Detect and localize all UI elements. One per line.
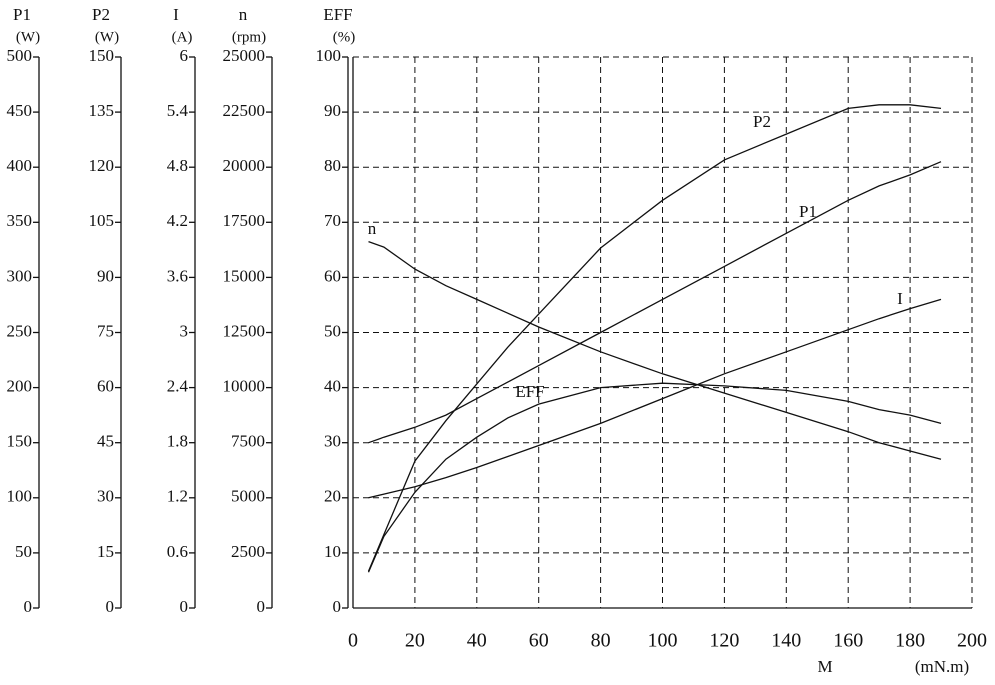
- y-tick-label: 20: [324, 487, 341, 506]
- y-tick-label: 40: [324, 377, 341, 396]
- y-tick-label: 15000: [223, 266, 266, 285]
- y-tick-label: 50: [324, 321, 341, 340]
- y-tick-label: 5.4: [167, 101, 189, 120]
- curve-label: I: [897, 289, 903, 308]
- y-tick-label: 22500: [223, 101, 266, 120]
- axis-title: P1: [13, 5, 31, 24]
- axis-unit: (rpm): [232, 29, 266, 45]
- axis-title: I: [173, 5, 179, 24]
- x-tick-label: 60: [529, 630, 549, 652]
- y-tick-label: 60: [324, 266, 341, 285]
- x-tick-label: 120: [709, 630, 739, 652]
- y-tick-label: 0: [24, 597, 33, 616]
- y-tick-label: 1.8: [167, 432, 188, 451]
- y-tick-label: 10000: [223, 377, 266, 396]
- curve-label: P2: [753, 112, 771, 131]
- axis-title: P2: [92, 5, 110, 24]
- x-axis-unit: (mN.m): [915, 657, 969, 676]
- axis-title: n: [239, 5, 248, 24]
- curve: [367, 382, 942, 573]
- y-tick-label: 135: [89, 101, 115, 120]
- y-tick-label: 0: [333, 597, 342, 616]
- y-tick-label: 60: [97, 377, 114, 396]
- axis-unit: (W): [95, 29, 119, 45]
- y-tick-label: 350: [7, 211, 33, 230]
- y-tick-label: 100: [7, 487, 33, 506]
- y-tick-label: 80: [324, 156, 341, 175]
- x-tick-label: 0: [348, 630, 358, 652]
- y-tick-label: 100: [316, 46, 342, 65]
- x-tick-label: 80: [591, 630, 611, 652]
- y-tick-label: 10: [324, 542, 341, 561]
- axis-unit: (A): [172, 29, 193, 45]
- x-tick-label: 40: [467, 630, 487, 652]
- y-tick-label: 90: [324, 101, 341, 120]
- y-tick-label: 450: [7, 101, 33, 120]
- y-tick-label: 150: [7, 432, 33, 451]
- y-tick-label: 70: [324, 211, 341, 230]
- y-tick-label: 0: [106, 597, 115, 616]
- x-tick-label: 100: [648, 630, 678, 652]
- y-tick-label: 400: [7, 156, 33, 175]
- y-tick-label: 4.8: [167, 156, 188, 175]
- curve: [368, 298, 942, 499]
- y-tick-label: 75: [97, 321, 114, 340]
- y-tick-label: 0.6: [167, 542, 188, 561]
- y-tick-label: 150: [89, 46, 115, 65]
- curve-label: EFF: [515, 382, 544, 401]
- x-tick-label: 200: [957, 630, 987, 652]
- y-tick-label: 0: [180, 597, 189, 616]
- x-axis-label: M: [817, 657, 832, 676]
- y-tick-label: 300: [7, 266, 33, 285]
- curve-label: P1: [799, 202, 817, 221]
- y-tick-label: 5000: [231, 487, 265, 506]
- y-tick-label: 25000: [223, 46, 266, 65]
- axis-unit: (%): [333, 29, 356, 45]
- axis-unit: (W): [16, 29, 40, 45]
- x-tick-label: 160: [833, 630, 863, 652]
- y-tick-label: 3.6: [167, 266, 188, 285]
- curve: [367, 104, 942, 572]
- y-tick-label: 30: [324, 432, 341, 451]
- y-tick-label: 7500: [231, 432, 265, 451]
- y-tick-label: 90: [97, 266, 114, 285]
- y-tick-label: 50: [15, 542, 32, 561]
- y-tick-label: 500: [7, 46, 33, 65]
- y-tick-label: 20000: [223, 156, 266, 175]
- y-tick-label: 0: [257, 597, 266, 616]
- x-tick-label: 140: [771, 630, 801, 652]
- curve-label: n: [368, 219, 377, 238]
- y-tick-label: 17500: [223, 211, 266, 230]
- curve: [368, 161, 942, 444]
- y-tick-label: 2500: [231, 542, 265, 561]
- axis-title: EFF: [323, 5, 352, 24]
- curve: [368, 240, 942, 460]
- x-tick-label: 20: [405, 630, 425, 652]
- y-tick-label: 6: [180, 46, 189, 65]
- y-tick-label: 15: [97, 542, 114, 561]
- y-tick-label: 250: [7, 321, 33, 340]
- y-tick-label: 4.2: [167, 211, 188, 230]
- y-tick-label: 105: [89, 211, 115, 230]
- y-tick-label: 2.4: [167, 377, 189, 396]
- y-tick-label: 3: [180, 321, 189, 340]
- y-tick-label: 120: [89, 156, 115, 175]
- x-tick-label: 180: [895, 630, 925, 652]
- y-tick-label: 1.2: [167, 487, 188, 506]
- y-tick-label: 200: [7, 377, 33, 396]
- y-tick-label: 30: [97, 487, 114, 506]
- y-tick-label: 45: [97, 432, 114, 451]
- y-tick-label: 12500: [223, 321, 266, 340]
